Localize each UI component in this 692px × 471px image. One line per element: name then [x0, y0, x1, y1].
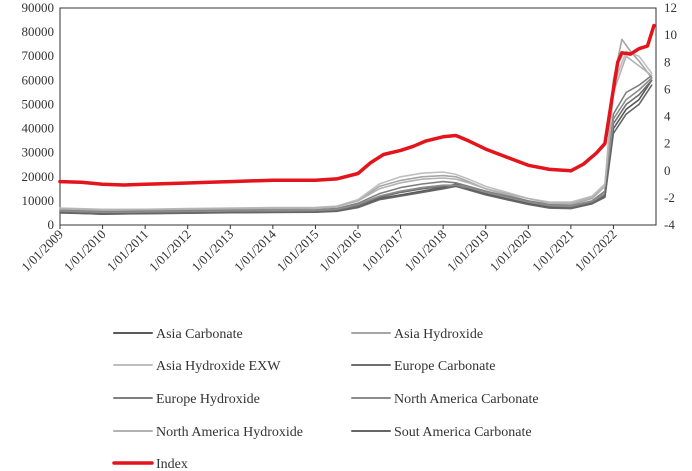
y-left-tick-label: 40000 — [22, 121, 55, 136]
y-left-tick-label: 90000 — [22, 0, 55, 15]
x-tick-label: 1/01/2014 — [231, 226, 279, 274]
y-left-tick-label: 20000 — [22, 169, 55, 184]
y-left-tick-label: 0 — [48, 217, 55, 232]
legend-label-europe-carbonate: Europe Carbonate — [394, 359, 495, 374]
legend-label-north-america-hydroxide: North America Hydroxide — [156, 425, 303, 440]
y-right-tick-label: -4 — [664, 217, 675, 232]
y-right-tick-label: 6 — [664, 81, 671, 96]
x-tick-label: 1/01/2021 — [529, 227, 577, 275]
y-right-tick-label: -2 — [664, 190, 675, 205]
x-tick-label: 1/01/2016 — [316, 226, 364, 274]
series-line-sout-america-carbonate — [59, 84, 653, 215]
x-tick-label: 1/01/2012 — [146, 227, 194, 275]
series-line-index — [58, 23, 656, 187]
ticks-layer: 0 10000 20000 30000 40000 50000 60000 70000 8000… — [18, 0, 677, 274]
x-tick-label: 1/01/2020 — [487, 227, 535, 275]
y-right-tick-label: 4 — [664, 109, 671, 124]
x-tick-label: 1/01/2019 — [444, 227, 492, 275]
series-line-europe-carbonate — [59, 79, 653, 214]
legend-label-asia-hydroxide-exw: Asia Hydroxide EXW — [156, 359, 281, 374]
x-tick-label: 1/01/2009 — [18, 227, 66, 275]
series-line-north-america-hydroxide — [59, 55, 653, 211]
legend-label-north-america-carbonate: North America Carbonate — [394, 392, 539, 407]
y-right-tick-label: 8 — [664, 54, 671, 69]
plot-area — [59, 7, 657, 226]
legend: Asia Carbonate Asia Hydroxide Asia Hydroxi… — [112, 327, 539, 471]
y-left-tick-label: 30000 — [22, 145, 55, 160]
series-line-north-america-carbonate — [59, 77, 653, 214]
x-tick-label: 1/01/2013 — [189, 227, 237, 275]
legend-label-asia-carbonate: Asia Carbonate — [156, 327, 243, 342]
y-left-tick-label: 50000 — [22, 96, 55, 111]
series-line-europe-hydroxide — [59, 74, 653, 213]
y-right-tick-label: 12 — [664, 0, 677, 15]
y-left-tick-label: 10000 — [22, 193, 55, 208]
x-tick-label: 1/01/2018 — [401, 227, 449, 275]
legend-label-sout-america-carbonate: Sout America Carbonate — [394, 425, 532, 440]
legend-label-asia-hydroxide: Asia Hydroxide — [394, 327, 483, 342]
x-tick-label: 1/01/2010 — [61, 227, 109, 275]
y-left-tick-label: 70000 — [22, 48, 55, 63]
x-tick-label: 1/01/2017 — [359, 226, 407, 274]
y-left-tick-label: 60000 — [22, 72, 55, 87]
x-tick-label: 1/01/2022 — [572, 227, 620, 275]
y-right-tick-label: 10 — [664, 27, 677, 42]
legend-label-index: Index — [156, 457, 188, 471]
series-layer — [58, 23, 656, 215]
series-line-asia-carbonate — [59, 79, 653, 215]
legend-label-europe-hydroxide: Europe Hydroxide — [156, 392, 260, 407]
y-left-tick-label: 80000 — [22, 24, 55, 39]
x-tick-label: 1/01/2015 — [274, 227, 322, 275]
x-tick-label: 1/01/2011 — [104, 227, 152, 275]
y-right-tick-label: 2 — [664, 136, 671, 151]
y-right-tick-label: 0 — [664, 163, 671, 178]
